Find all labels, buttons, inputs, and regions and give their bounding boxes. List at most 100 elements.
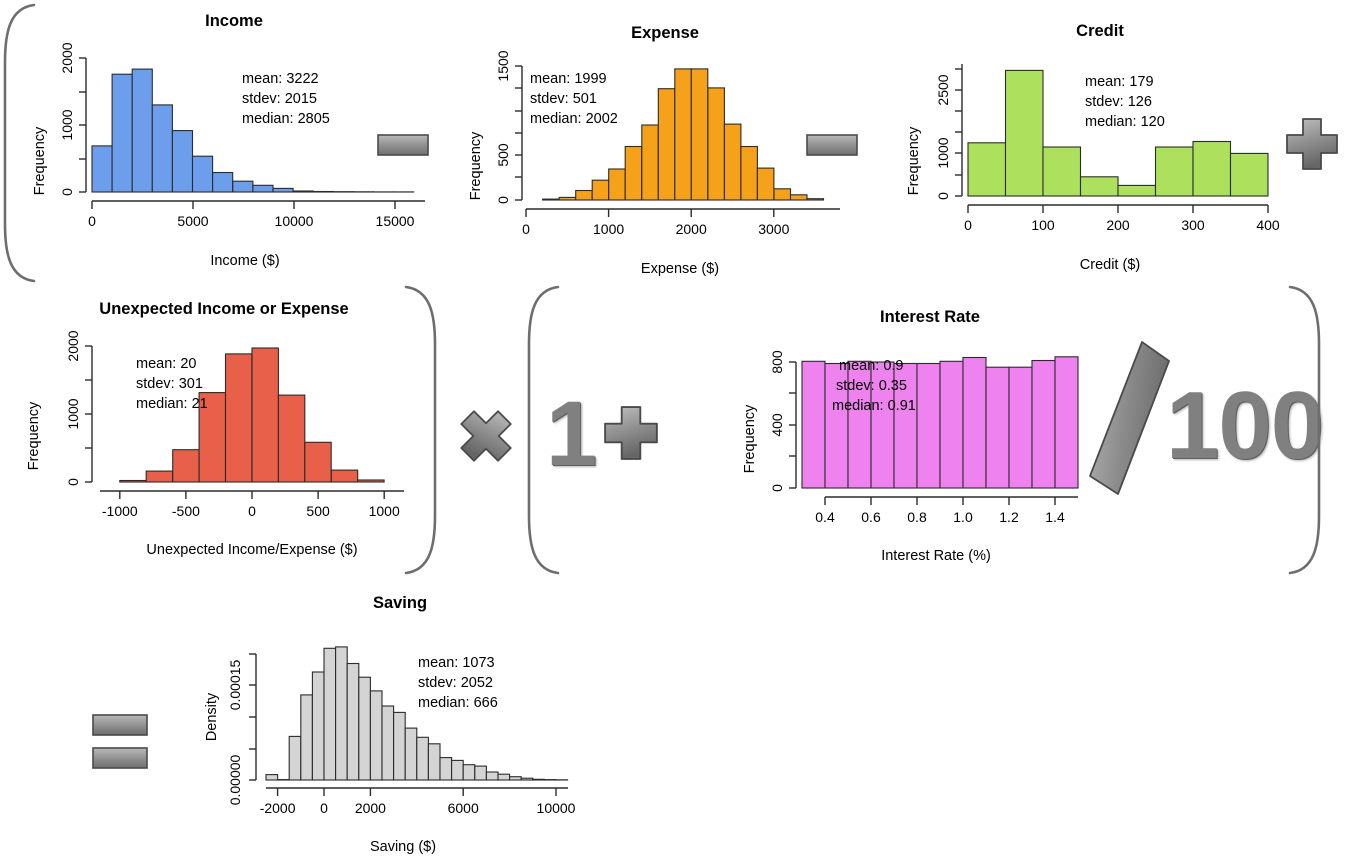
chart-panel-interest: Interest Rate Frequency 0 400 800 bbox=[730, 304, 1130, 572]
x-tick-credit-2: 200 bbox=[1106, 217, 1130, 233]
x-axis-label-interest: Interest Rate (%) bbox=[881, 548, 991, 564]
stat-stdev-interest: stdev: 0.35 bbox=[836, 378, 907, 394]
x-tick-interest-0: 0.4 bbox=[815, 509, 835, 525]
y-tick-saving-1: 0.00015 bbox=[227, 659, 243, 710]
chart-title-credit: Credit bbox=[1076, 22, 1124, 40]
chart-panel-expense: Expense Frequency 0 500 1500 bbox=[460, 18, 870, 294]
y-tick-expense-1: 500 bbox=[495, 143, 511, 167]
x-axis-label-saving: Saving ($) bbox=[370, 839, 436, 855]
y-tick-expense-0: 0 bbox=[495, 196, 511, 204]
bars-interest bbox=[801, 356, 1079, 489]
chart-title-interest: Interest Rate bbox=[880, 308, 980, 326]
minus-bar-icon-1 bbox=[377, 134, 429, 156]
bracket-close-group2 bbox=[1288, 285, 1321, 575]
numeral-hundred: 100 bbox=[1166, 372, 1324, 479]
stat-median-interest: median: 0.91 bbox=[832, 398, 916, 414]
y-axis-label-saving: Density bbox=[204, 692, 220, 741]
histogram-saving: Density 0.00000 0.00015 bbox=[204, 646, 576, 855]
histogram-unexpected: Frequency 0 1000 2000 -1000 -500 bbox=[26, 330, 404, 558]
x-tick-income-3: 15000 bbox=[376, 213, 415, 229]
y-tick-income-2: 2000 bbox=[59, 42, 75, 73]
chart-title-income: Income bbox=[205, 12, 263, 30]
x-tick-unexpected-2: 0 bbox=[248, 503, 256, 519]
bars-credit bbox=[967, 69, 1269, 197]
y-tick-interest-0: 0 bbox=[769, 484, 785, 492]
y-tick-interest-1: 400 bbox=[769, 413, 785, 437]
y-tick-income-0: 0 bbox=[59, 188, 75, 196]
x-tick-expense-3: 3000 bbox=[758, 221, 789, 237]
slash-bar-icon bbox=[1089, 341, 1170, 495]
stat-median-unexpected: median: 21 bbox=[136, 396, 208, 412]
chart-panel-unexpected: Unexpected Income or Expense Frequency 0… bbox=[14, 296, 434, 568]
x-tick-income-1: 5000 bbox=[177, 213, 208, 229]
bars-unexpected bbox=[119, 347, 385, 483]
stat-stdev-expense: stdev: 501 bbox=[530, 91, 597, 107]
y-tick-unexpected-0: 0 bbox=[65, 478, 81, 486]
x-tick-interest-2: 0.8 bbox=[907, 509, 927, 525]
x-axis-label-income: Income ($) bbox=[210, 253, 279, 269]
stat-median-expense: median: 2002 bbox=[530, 111, 618, 127]
y-tick-saving-0: 0.00000 bbox=[227, 754, 243, 805]
stat-mean-credit: mean: 179 bbox=[1085, 74, 1154, 90]
histogram-credit: Frequency 0 1000 2500 0 100 200 bbox=[906, 64, 1280, 273]
equals-bars-icon bbox=[92, 714, 148, 769]
chart-title-expense: Expense bbox=[631, 24, 699, 42]
stat-mean-saving: mean: 1073 bbox=[418, 655, 495, 671]
chart-panel-credit: Credit Frequency 0 1000 2500 0 1 bbox=[900, 16, 1300, 292]
plus-sign-icon-2 bbox=[604, 406, 658, 460]
stat-median-credit: median: 120 bbox=[1085, 114, 1165, 130]
x-axis-label-credit: Credit ($) bbox=[1080, 257, 1140, 273]
y-axis-label-credit: Frequency bbox=[906, 126, 922, 195]
stat-mean-interest: mean: 0.9 bbox=[839, 358, 904, 374]
multiplication-x-icon bbox=[460, 410, 512, 462]
y-tick-interest-2: 800 bbox=[769, 350, 785, 374]
stat-mean-income: mean: 3222 bbox=[242, 71, 319, 87]
x-tick-unexpected-0: -1000 bbox=[102, 503, 138, 519]
x-tick-saving-4: 10000 bbox=[537, 800, 576, 816]
x-tick-credit-3: 300 bbox=[1181, 217, 1205, 233]
x-tick-interest-5: 1.4 bbox=[1045, 509, 1065, 525]
x-tick-expense-2: 2000 bbox=[676, 221, 707, 237]
x-tick-credit-1: 100 bbox=[1031, 217, 1055, 233]
x-tick-credit-0: 0 bbox=[964, 217, 972, 233]
x-tick-saving-3: 6000 bbox=[448, 800, 479, 816]
bars-expense bbox=[542, 68, 825, 201]
y-tick-expense-3: 1500 bbox=[495, 50, 511, 81]
histogram-interest: Frequency 0 400 800 bbox=[742, 350, 1079, 564]
bracket-open-row1 bbox=[3, 3, 36, 283]
histogram-expense: Frequency 0 500 1500 bbox=[468, 50, 840, 277]
x-axis-label-expense: Expense ($) bbox=[641, 261, 719, 277]
chart-panel-income: Income Frequency 0 1000 2000 bbox=[24, 6, 444, 282]
y-tick-unexpected-1: 1000 bbox=[65, 398, 81, 429]
stat-stdev-unexpected: stdev: 301 bbox=[136, 376, 203, 392]
stat-stdev-income: stdev: 2015 bbox=[242, 91, 317, 107]
chart-title-unexpected: Unexpected Income or Expense bbox=[99, 300, 349, 318]
stat-median-income: median: 2805 bbox=[242, 111, 330, 127]
stat-mean-expense: mean: 1999 bbox=[530, 71, 607, 87]
x-tick-interest-4: 1.2 bbox=[999, 509, 1019, 525]
x-tick-interest-3: 1.0 bbox=[953, 509, 973, 525]
chart-panel-saving: Saving Density 0.00000 0.00015 bbox=[190, 592, 610, 864]
bars-income bbox=[91, 68, 415, 193]
y-axis-label-unexpected: Frequency bbox=[26, 401, 42, 470]
x-tick-saving-1: 0 bbox=[320, 800, 328, 816]
minus-bar-icon-2 bbox=[806, 134, 858, 156]
stat-stdev-credit: stdev: 126 bbox=[1085, 94, 1152, 110]
bars-saving bbox=[265, 646, 569, 781]
plus-sign-icon-1 bbox=[1286, 118, 1338, 170]
x-tick-income-2: 10000 bbox=[275, 213, 314, 229]
stat-median-saving: median: 666 bbox=[418, 695, 498, 711]
x-tick-interest-1: 0.6 bbox=[861, 509, 881, 525]
y-axis-label-income: Frequency bbox=[32, 126, 48, 195]
y-axis-label-interest: Frequency bbox=[742, 404, 758, 473]
y-tick-unexpected-2: 2000 bbox=[65, 330, 81, 361]
x-tick-saving-2: 2000 bbox=[355, 800, 386, 816]
x-tick-unexpected-1: -500 bbox=[172, 503, 200, 519]
x-tick-saving-0: -2000 bbox=[260, 800, 296, 816]
bracket-open-group2 bbox=[527, 285, 560, 575]
y-tick-income-1: 1000 bbox=[59, 109, 75, 140]
y-tick-credit-1: 1000 bbox=[935, 137, 951, 168]
stat-stdev-saving: stdev: 2052 bbox=[418, 675, 493, 691]
x-tick-expense-0: 0 bbox=[522, 221, 530, 237]
x-tick-unexpected-4: 1000 bbox=[369, 503, 400, 519]
